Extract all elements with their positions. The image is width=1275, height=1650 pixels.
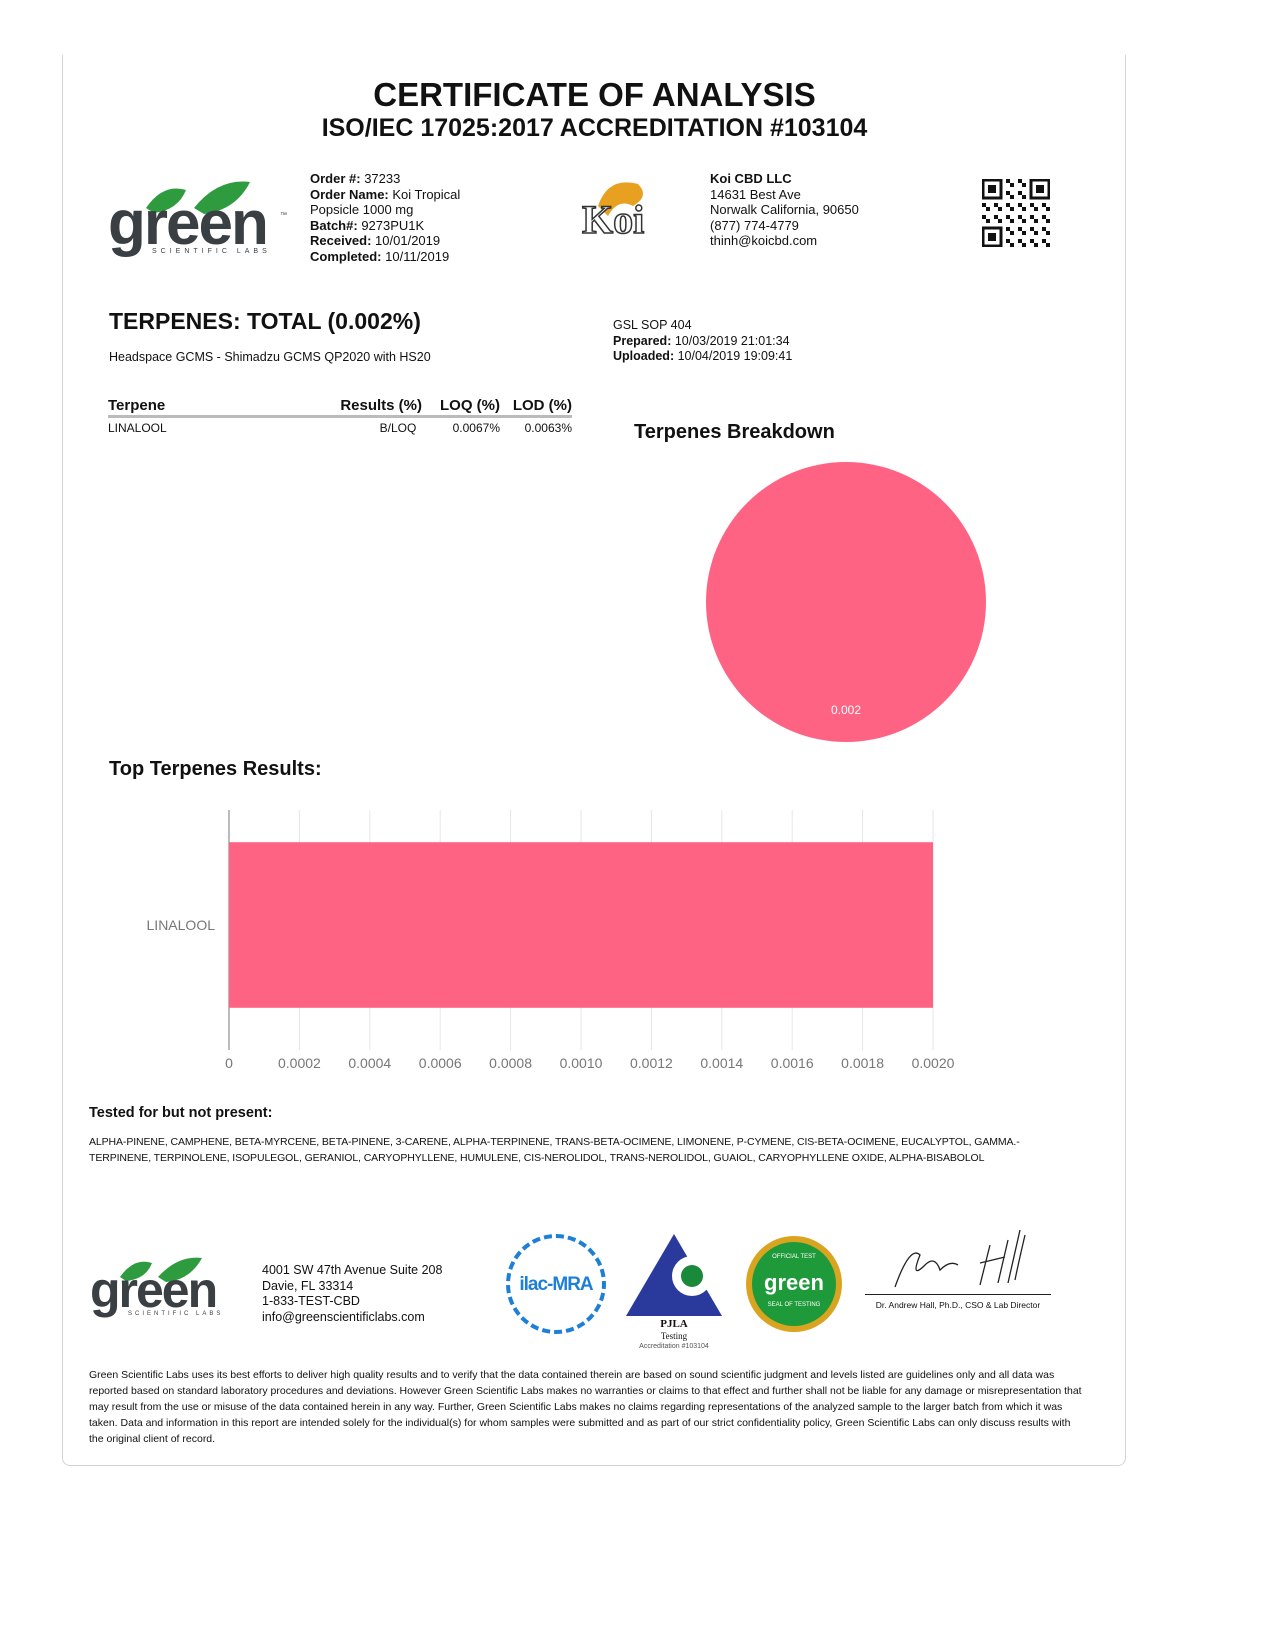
qr-module	[998, 207, 1002, 211]
x-tick-label: 0.0002	[278, 1055, 321, 1071]
lab-contact: 4001 SW 47th Avenue Suite 208 Davie, FL …	[262, 1263, 443, 1324]
x-tick-label: 0.0006	[419, 1055, 462, 1071]
qr-module	[998, 219, 1002, 223]
qr-module	[1046, 207, 1050, 211]
table-row: LINALOOL B/LOQ 0.0067% 0.0063%	[108, 421, 572, 435]
document-title: CERTIFICATE OF ANALYSIS	[373, 76, 816, 113]
qr-module	[1006, 215, 1010, 219]
x-tick-label: 0.0010	[560, 1055, 603, 1071]
order-info: Order #: 37233 Order Name: Koi Tropical …	[310, 171, 461, 264]
pjla-logo: PJLA Testing Accreditation #103104	[622, 1232, 726, 1357]
qr-module	[1018, 203, 1022, 207]
qr-module	[1046, 231, 1050, 235]
qr-module	[986, 207, 990, 211]
x-tick-label: 0.0020	[912, 1055, 955, 1071]
accreditation-subtitle: ISO/IEC 17025:2017 ACCREDITATION #103104	[321, 114, 868, 142]
qr-module	[1022, 231, 1026, 235]
not-present-title: Tested for but not present:	[89, 1105, 273, 1121]
bar	[229, 842, 933, 1008]
qr-module	[994, 215, 998, 219]
x-tick-label: 0.0014	[700, 1055, 743, 1071]
x-tick-label: 0.0008	[489, 1055, 532, 1071]
qr-module	[1010, 243, 1014, 247]
qr-module	[1022, 219, 1026, 223]
x-tick-label: 0.0016	[771, 1055, 814, 1071]
qr-module	[1006, 179, 1010, 183]
qr-module	[1046, 243, 1050, 247]
qr-module	[986, 219, 990, 223]
qr-finder-center	[988, 233, 996, 241]
qr-module	[1006, 191, 1010, 195]
pie-chart: 0.002	[706, 462, 986, 742]
qr-module	[1022, 183, 1026, 187]
qr-module	[1010, 207, 1014, 211]
ilac-mra-logo: ilac-MRA	[506, 1234, 606, 1334]
category-label: LINALOOL	[147, 917, 216, 933]
qr-module	[1042, 239, 1046, 243]
qr-module	[1046, 219, 1050, 223]
qr-finder-center	[988, 185, 996, 193]
qr-module	[1022, 207, 1026, 211]
pie-data-label: 0.002	[831, 703, 861, 717]
qr-module	[1034, 207, 1038, 211]
qr-module	[1010, 183, 1014, 187]
x-tick-label: 0.0004	[348, 1055, 391, 1071]
qr-module	[1042, 227, 1046, 231]
qr-module	[1006, 239, 1010, 243]
qr-module	[1010, 231, 1014, 235]
qr-module	[1042, 203, 1046, 207]
qr-module	[1022, 195, 1026, 199]
qr-module	[1034, 243, 1038, 247]
signer-name: Dr. Andrew Hall, Ph.D., CSO & Lab Direct…	[875, 1300, 1041, 1310]
qr-module	[1010, 219, 1014, 223]
qr-module	[1006, 203, 1010, 207]
qr-module	[982, 203, 986, 207]
bar-chart-title: Top Terpenes Results:	[109, 758, 322, 780]
pie-title: Terpenes Breakdown	[634, 421, 835, 443]
not-present-list: ALPHA-PINENE, CAMPHENE, BETA-MYRCENE, BE…	[89, 1136, 1020, 1164]
pie-slice	[706, 462, 986, 742]
qr-module	[1030, 239, 1034, 243]
client-logo: Koi	[578, 176, 658, 246]
bar-chart: 0 0.0002 0.0004 0.0006 0.0008 0.0010 0.0012 0.0…	[147, 810, 955, 1071]
x-tick-label: 0.0012	[630, 1055, 673, 1071]
section-title: TERPENES: TOTAL (0.002%)	[109, 308, 421, 334]
signature-line	[865, 1294, 1051, 1295]
seal-of-testing: OFFICIAL TEST green SEAL OF TESTING	[746, 1236, 842, 1332]
terpene-table: Terpene Results (%) LOQ (%) LOD (%) LINA…	[108, 397, 572, 438]
signature	[894, 1229, 1026, 1288]
qr-module	[1034, 231, 1038, 235]
qr-module	[1022, 243, 1026, 247]
qr-code[interactable]	[982, 179, 1050, 247]
qr-module	[994, 203, 998, 207]
client-info: Koi CBD LLC 14631 Best Ave Norwalk Calif…	[710, 171, 859, 248]
qr-module	[1030, 215, 1034, 219]
footer-lab-logo: green SCIENTIFIC LABS	[90, 1255, 240, 1325]
qr-finder-center	[1036, 185, 1044, 193]
qr-module	[1018, 227, 1022, 231]
qr-module	[1018, 239, 1022, 243]
qr-module	[982, 215, 986, 219]
qr-module	[1018, 191, 1022, 195]
x-tick-label: 0.0018	[841, 1055, 884, 1071]
qr-module	[1010, 195, 1014, 199]
sample-dates: GSL SOP 404 Prepared: 10/03/2019 21:01:3…	[613, 318, 793, 363]
qr-module	[1018, 215, 1022, 219]
qr-module	[1018, 179, 1022, 183]
qr-module	[1042, 215, 1046, 219]
qr-module	[1034, 219, 1038, 223]
qr-module	[1006, 227, 1010, 231]
disclaimer: Green Scientific Labs uses its best effo…	[89, 1369, 1082, 1445]
lab-logo: green ™ SCIENTIFIC LABS	[108, 178, 298, 263]
leaf-icon	[146, 181, 250, 214]
page-frame	[62, 55, 1126, 1466]
method: Headspace GCMS - Shimadzu GCMS QP2020 wi…	[109, 350, 431, 364]
qr-module	[1030, 227, 1034, 231]
x-tick-label: 0	[225, 1055, 233, 1071]
qr-module	[1030, 203, 1034, 207]
